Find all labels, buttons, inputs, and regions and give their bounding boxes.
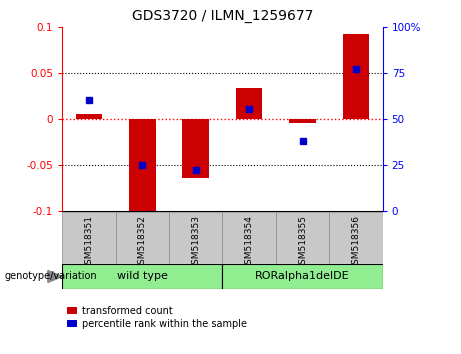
Title: GDS3720 / ILMN_1259677: GDS3720 / ILMN_1259677 xyxy=(132,9,313,23)
Text: GSM518353: GSM518353 xyxy=(191,215,200,270)
Text: GSM518351: GSM518351 xyxy=(84,215,94,270)
Bar xyxy=(62,264,222,289)
Legend: transformed count, percentile rank within the sample: transformed count, percentile rank withi… xyxy=(67,306,247,329)
Bar xyxy=(236,88,262,119)
Text: wild type: wild type xyxy=(117,272,168,281)
Bar xyxy=(169,212,222,264)
Bar xyxy=(62,212,116,264)
Bar xyxy=(223,212,276,264)
Text: GSM518352: GSM518352 xyxy=(138,215,147,270)
Bar xyxy=(329,212,383,264)
Bar xyxy=(276,212,329,264)
Bar xyxy=(76,114,102,119)
Bar xyxy=(289,119,316,123)
Text: GSM518355: GSM518355 xyxy=(298,215,307,270)
Bar xyxy=(183,119,209,178)
Polygon shape xyxy=(48,270,62,282)
Text: GSM518354: GSM518354 xyxy=(245,215,254,270)
Bar xyxy=(223,264,383,289)
Text: RORalpha1delDE: RORalpha1delDE xyxy=(255,272,350,281)
Text: GSM518356: GSM518356 xyxy=(351,215,361,270)
Bar xyxy=(129,119,156,211)
Bar xyxy=(343,34,369,119)
Bar xyxy=(116,212,169,264)
Text: genotype/variation: genotype/variation xyxy=(5,272,97,281)
